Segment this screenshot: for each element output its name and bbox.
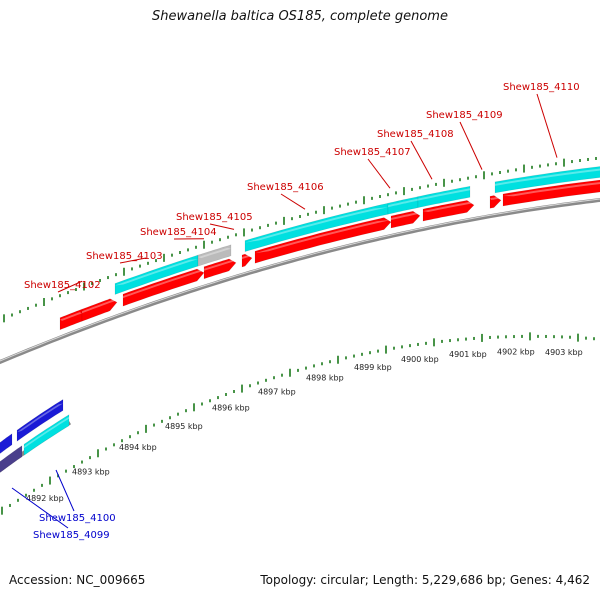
cds-block [489, 195, 502, 209]
gene-highlight [245, 207, 388, 243]
gene-highlight [198, 247, 231, 259]
ruler-label: 4894 kbp [119, 443, 157, 452]
forward-leader-line [367, 158, 391, 189]
gene-block [494, 166, 600, 194]
label-layer: 4892 kbp 4893 kbp 4894 kbp 4895 kbp 4896 kbp… [11, 82, 583, 541]
cds-block [422, 200, 475, 222]
forward-leader-line [410, 140, 433, 180]
ruler-label: 4901 kbp [449, 350, 487, 359]
reverse-gene-label: Shew185_4099 [33, 530, 110, 541]
reverse-gene-label: Shew185_4100 [39, 513, 116, 524]
cds-highlight [17, 403, 63, 433]
forward-leader-line [119, 257, 147, 264]
cds-highlight [391, 211, 420, 220]
feature-layer [0, 166, 600, 473]
forward-gene-label: Shew185_4107 [334, 147, 411, 158]
cds-highlight [60, 312, 82, 321]
gene-highlight [495, 168, 600, 186]
gene-block [417, 185, 471, 208]
forward-gene-label: Shew185_4110 [503, 82, 580, 93]
forward-leader-line [280, 193, 306, 210]
ruler-label: 4903 kbp [545, 348, 583, 357]
cds-block-reverse [0, 433, 13, 454]
ruler-label: 4893 kbp [72, 468, 110, 477]
genome-summary-text: Topology: circular; Length: 5,229,686 bp… [260, 573, 590, 587]
cds-highlight [423, 202, 474, 212]
ruler-label: 4898 kbp [306, 374, 344, 383]
accession-text: Accession: NC_009665 [9, 573, 146, 587]
reverse-leader-line [11, 487, 69, 529]
forward-gene-label: Shew185_4103 [86, 251, 163, 262]
figure-title: Shewanella baltica OS185, complete genom… [152, 9, 448, 24]
forward-gene-label: Shew185_4108 [377, 129, 454, 140]
pseudogene-block [197, 244, 232, 267]
cds-highlight [123, 268, 204, 299]
gene-block-reverse [0, 445, 23, 473]
gene-highlight [24, 416, 69, 449]
ruler-label: 4899 kbp [354, 363, 392, 372]
cds-highlight [242, 254, 252, 259]
forward-gene-label: Shew185_4102 [24, 280, 101, 291]
forward-leader-line [459, 121, 483, 170]
forward-leader-line [209, 223, 235, 230]
reverse-leader-line [55, 469, 75, 512]
ruler-label: 4902 kbp [497, 347, 535, 356]
cds-block [502, 179, 600, 207]
cds-highlight [255, 220, 391, 254]
ruler-label: 4900 kbp [401, 355, 439, 364]
cds-highlight [204, 258, 236, 271]
forward-leader-line [57, 280, 83, 293]
forward-gene-label: Shew185_4104 [140, 227, 217, 238]
forward-gene-label: Shew185_4109 [426, 110, 503, 121]
cds-highlight [82, 298, 117, 314]
gene-highlight [115, 259, 198, 286]
gene-highlight [388, 198, 418, 208]
gene-highlight [418, 188, 470, 201]
forward-leader-line [536, 93, 558, 158]
backbone-line [0, 197, 600, 365]
cds-block [390, 210, 421, 229]
cds-block [81, 298, 118, 322]
tick-rows [1, 156, 597, 515]
ruler-label: 4897 kbp [258, 387, 296, 396]
cds-highlight [503, 182, 600, 197]
ruler-label: 4892 kbp [26, 494, 64, 503]
forward-gene-label: Shew185_4106 [247, 182, 324, 193]
cds-block [241, 253, 253, 268]
gene-block-reverse [23, 414, 70, 456]
forward-gene-label: Shew185_4105 [176, 212, 253, 223]
cds-block [254, 217, 392, 264]
backbone-highlight [0, 198, 600, 362]
ruler-label: 4895 kbp [165, 422, 203, 431]
cds-block-reverse [16, 398, 64, 442]
ruler-label: 4896 kbp [212, 403, 250, 412]
cds-block [122, 268, 205, 307]
cds-highlight [490, 196, 501, 200]
cds-block [203, 258, 237, 280]
